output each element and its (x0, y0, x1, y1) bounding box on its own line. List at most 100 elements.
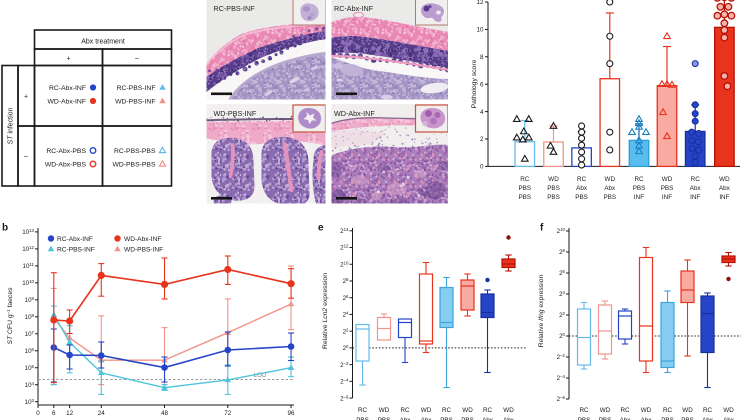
svg-text:26: 26 (343, 294, 349, 302)
svg-text:WD: WD (421, 407, 432, 414)
svg-text:PBS: PBS (578, 417, 591, 420)
svg-text:INF: INF (662, 194, 672, 201)
svg-text:RC-PBS-PBS: RC-PBS-PBS (114, 148, 156, 155)
svg-text:107: 107 (25, 330, 35, 338)
svg-text:PBS: PBS (518, 185, 531, 192)
svg-text:Abx: Abx (702, 417, 714, 420)
svg-text:WD: WD (682, 407, 693, 414)
svg-text:WD: WD (723, 407, 734, 414)
svg-text:24: 24 (98, 410, 106, 417)
svg-text:RC-Abx-INF: RC-Abx-INF (49, 85, 86, 92)
svg-text:PBS: PBS (378, 417, 391, 420)
svg-text:RC: RC (400, 407, 410, 414)
svg-text:WD: WD (503, 407, 514, 414)
svg-text:PBS: PBS (633, 185, 646, 192)
svg-text:1013: 1013 (22, 229, 34, 237)
svg-text:RC-PBS-INF: RC-PBS-INF (214, 4, 256, 13)
svg-text:WD: WD (641, 407, 652, 414)
svg-text:106: 106 (25, 347, 35, 355)
svg-text:2–6: 2–6 (557, 396, 566, 404)
svg-text:1011: 1011 (23, 263, 35, 271)
svg-text:RC: RC (358, 407, 368, 414)
svg-text:108: 108 (25, 313, 35, 321)
svg-text:RC-Abx-INF: RC-Abx-INF (57, 236, 93, 243)
svg-text:22: 22 (559, 312, 565, 320)
svg-text:LOD: LOD (254, 372, 267, 379)
svg-text:PBS: PBS (681, 417, 694, 420)
svg-text:2–2: 2–2 (557, 354, 566, 362)
svg-text:Abx: Abx (620, 417, 632, 420)
svg-text:RC-PBS-INF: RC-PBS-INF (117, 85, 156, 92)
svg-text:0: 0 (36, 410, 40, 417)
svg-text:b: b (2, 223, 8, 234)
svg-text:RC: RC (620, 407, 630, 414)
svg-text:ST infection: ST infection (8, 107, 15, 144)
svg-text:–: – (135, 56, 139, 63)
svg-text:WD-Abx-INF: WD-Abx-INF (334, 109, 375, 118)
svg-text:RC: RC (442, 407, 452, 414)
svg-text:210: 210 (557, 228, 566, 236)
svg-text:48: 48 (161, 410, 169, 417)
svg-text:210: 210 (340, 261, 349, 269)
svg-text:INF: INF (690, 194, 700, 201)
svg-text:12: 12 (476, 0, 484, 6)
svg-text:WD: WD (605, 176, 616, 183)
svg-text:WD-Abx-INF: WD-Abx-INF (47, 98, 86, 105)
svg-text:22: 22 (343, 328, 349, 336)
svg-text:6: 6 (52, 410, 56, 417)
svg-text:RC: RC (634, 176, 644, 183)
svg-text:1012: 1012 (22, 246, 34, 254)
svg-text:2: 2 (480, 136, 484, 143)
svg-text:Abx: Abx (641, 417, 653, 420)
svg-text:INF: INF (719, 194, 729, 201)
svg-text:Abx: Abx (723, 417, 735, 420)
svg-text:PBS: PBS (356, 417, 369, 420)
svg-text:PBS: PBS (461, 417, 474, 420)
svg-text:Pathology score: Pathology score (471, 59, 478, 108)
svg-text:Abx: Abx (400, 417, 412, 420)
svg-text:28: 28 (559, 249, 565, 257)
svg-text:Abx: Abx (482, 417, 494, 420)
svg-text:–: – (24, 154, 28, 161)
svg-text:Abx: Abx (690, 185, 702, 192)
svg-text:105: 105 (25, 364, 35, 372)
svg-text:RC: RC (483, 407, 493, 414)
svg-text:WD-Abx-PBS: WD-Abx-PBS (45, 161, 87, 168)
svg-text:PBS: PBS (661, 185, 674, 192)
svg-text:WD-PBS-INF: WD-PBS-INF (124, 247, 163, 254)
svg-text:WD-PBS-INF: WD-PBS-INF (115, 98, 155, 105)
svg-text:96: 96 (288, 410, 296, 417)
svg-text:Abx: Abx (421, 417, 433, 420)
svg-text:RC: RC (579, 407, 589, 414)
svg-text:PBS: PBS (599, 417, 612, 420)
svg-text:RC: RC (520, 176, 530, 183)
svg-text:PBS: PBS (603, 194, 616, 201)
svg-text:PBS: PBS (575, 194, 588, 201)
svg-text:Abx treatment: Abx treatment (81, 39, 125, 46)
svg-text:PBS: PBS (518, 194, 531, 201)
svg-text:RC: RC (691, 176, 701, 183)
svg-text:8: 8 (480, 54, 484, 61)
svg-text:104: 104 (25, 381, 35, 389)
svg-text:4: 4 (480, 109, 484, 116)
svg-text:109: 109 (25, 297, 35, 305)
svg-text:RC-Abx-PBS: RC-Abx-PBS (46, 148, 86, 155)
svg-text:WD: WD (719, 176, 730, 183)
svg-text:Relative Ifng expression: Relative Ifng expression (538, 275, 545, 348)
svg-text:2–4: 2–4 (557, 375, 566, 383)
svg-text:10: 10 (476, 27, 484, 34)
svg-text:PBS: PBS (661, 417, 674, 420)
svg-text:WD: WD (462, 407, 473, 414)
svg-text:WD: WD (662, 176, 673, 183)
svg-text:20: 20 (559, 333, 565, 341)
svg-text:12: 12 (66, 410, 74, 417)
svg-text:PBS: PBS (547, 194, 560, 201)
svg-text:72: 72 (224, 410, 232, 417)
svg-text:Abx: Abx (719, 185, 731, 192)
svg-text:ST CFU g–1 faeces: ST CFU g–1 faeces (6, 287, 14, 345)
svg-text:RC-PBS-INF: RC-PBS-INF (57, 247, 95, 254)
svg-text:Abx: Abx (604, 185, 616, 192)
svg-text:+: + (66, 56, 70, 63)
svg-text:f: f (540, 223, 544, 234)
svg-text:6: 6 (480, 81, 484, 88)
